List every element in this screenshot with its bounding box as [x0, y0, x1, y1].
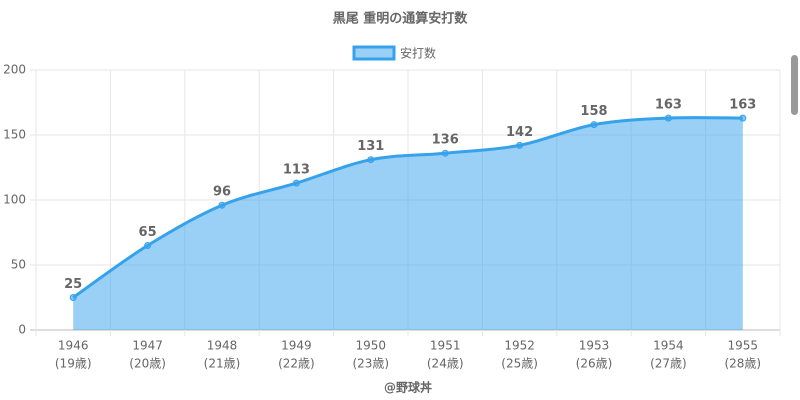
- legend-swatch: [352, 45, 396, 61]
- scrollbar[interactable]: [791, 55, 798, 115]
- data-label: 136: [432, 133, 459, 148]
- data-label: 96: [213, 185, 231, 200]
- data-label: 113: [283, 163, 310, 178]
- legend-label: 安打数: [400, 46, 436, 61]
- x-tick-label: 1953: [579, 339, 610, 353]
- point: [144, 242, 152, 249]
- data-label: 163: [655, 98, 682, 113]
- x-tick-label: 1952: [504, 339, 535, 353]
- y-tick-label: 50: [11, 258, 26, 272]
- point: [292, 179, 300, 187]
- y-tick-label: 0: [18, 323, 26, 337]
- area: [73, 117, 743, 330]
- x-tick-label: 1947: [132, 339, 163, 353]
- point: [590, 121, 598, 129]
- point: [218, 201, 226, 209]
- chart-title: 黒尾 重明の通算安打数: [333, 11, 469, 27]
- x-tick-label: (22歳): [278, 357, 315, 371]
- x-tick-label: 1946: [58, 339, 89, 353]
- x-tick-label: (23歳): [352, 357, 389, 371]
- x-tick-label: 1948: [207, 339, 238, 353]
- x-tick-label: 1954: [653, 339, 684, 353]
- data-label: 158: [580, 104, 607, 119]
- point: [441, 149, 449, 157]
- point: [69, 294, 77, 301]
- x-tick-label: (28歳): [724, 357, 761, 371]
- data-label: 131: [357, 139, 384, 154]
- data-label: 65: [139, 225, 157, 240]
- x-tick-label: (26歳): [576, 357, 613, 371]
- x-tick-label: 1950: [356, 339, 387, 353]
- x-tick-label: (24歳): [427, 357, 464, 371]
- data-label: 25: [64, 277, 82, 292]
- x-tick-label: (25歳): [501, 357, 538, 371]
- x-tick-label: 1951: [430, 339, 461, 353]
- x-tick-label: 1955: [728, 339, 759, 353]
- point: [367, 156, 375, 164]
- point: [664, 114, 672, 122]
- y-tick-label: 200: [3, 63, 26, 77]
- x-tick-label: (20歳): [129, 357, 166, 371]
- x-tick-label: (21歳): [204, 357, 241, 371]
- x-tick-label: (27歳): [650, 357, 687, 371]
- point: [516, 141, 524, 149]
- x-tick-label: 1949: [281, 339, 312, 353]
- x-tick-label: (19歳): [55, 357, 92, 371]
- y-tick-label: 150: [3, 128, 26, 142]
- line: [72, 116, 743, 299]
- y-tick-label: 100: [3, 193, 26, 207]
- data-label: 163: [729, 98, 756, 113]
- point: [739, 114, 747, 122]
- x-axis-label: @野球丼: [384, 380, 432, 395]
- data-label: 142: [506, 125, 533, 140]
